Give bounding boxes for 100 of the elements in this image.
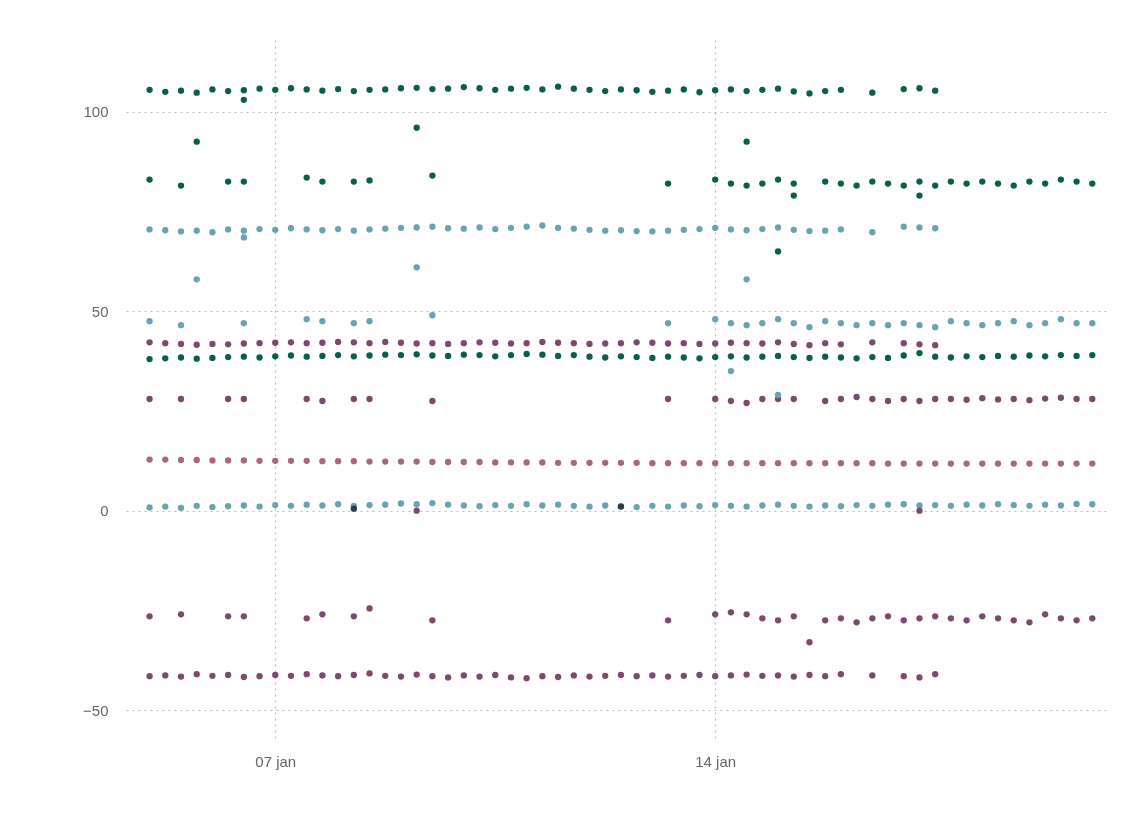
point: [774, 617, 782, 624]
point: [539, 338, 546, 346]
point: [444, 674, 452, 681]
point: [319, 339, 326, 346]
point: [350, 339, 357, 346]
point: [790, 320, 797, 327]
point: [712, 316, 719, 323]
point: [900, 339, 907, 347]
point: [366, 86, 373, 94]
point: [1010, 182, 1017, 189]
point: [916, 397, 923, 405]
point: [224, 178, 232, 185]
point: [539, 86, 546, 93]
point: [523, 223, 530, 230]
point: [507, 674, 515, 681]
point: [916, 615, 923, 622]
point: [287, 225, 295, 232]
point: [413, 671, 420, 678]
point: [790, 226, 797, 234]
point: [397, 224, 405, 232]
point: [303, 226, 310, 233]
point: [869, 178, 876, 185]
point: [916, 341, 923, 348]
point: [1089, 180, 1096, 187]
point: [806, 341, 813, 349]
point: [1010, 395, 1017, 403]
point: [382, 672, 389, 679]
point: [240, 395, 247, 403]
point: [287, 339, 295, 346]
point: [1041, 180, 1049, 187]
point: [680, 339, 687, 347]
point: [979, 395, 986, 402]
x-tick-label: 07 jan: [255, 752, 297, 770]
point: [586, 673, 593, 680]
point: [759, 340, 766, 347]
point: [303, 174, 310, 181]
point: [1073, 178, 1080, 185]
point: [774, 316, 782, 323]
point: [602, 340, 609, 347]
point: [303, 86, 310, 93]
point: [177, 87, 185, 94]
point: [649, 339, 656, 346]
point: [303, 316, 310, 323]
point: [334, 85, 342, 93]
point: [633, 339, 640, 346]
point: [649, 672, 656, 679]
y-tick-label: 100: [83, 103, 109, 121]
point: [146, 395, 153, 403]
point: [712, 176, 719, 183]
point: [382, 86, 389, 93]
point: [272, 671, 279, 679]
point: [224, 226, 232, 233]
point: [774, 339, 782, 346]
point: [366, 670, 373, 677]
point: [554, 673, 562, 681]
point: [177, 673, 185, 680]
point: [947, 615, 955, 622]
point: [460, 83, 467, 91]
point: [1010, 318, 1017, 325]
point: [429, 312, 436, 319]
point: [979, 178, 986, 185]
point: [1041, 395, 1049, 402]
point: [1057, 316, 1065, 323]
point: [837, 615, 845, 622]
point: [743, 611, 750, 618]
point: [586, 86, 593, 94]
point: [1041, 611, 1049, 618]
point: [193, 227, 200, 234]
point: [476, 85, 483, 92]
point: [853, 619, 860, 626]
point: [696, 340, 703, 348]
point: [146, 339, 153, 346]
point: [429, 172, 436, 179]
point: [240, 320, 247, 327]
point: [837, 86, 845, 94]
point: [382, 338, 389, 346]
point: [1089, 320, 1096, 327]
point: [743, 671, 750, 678]
point: [193, 89, 200, 96]
point: [774, 85, 782, 92]
x-tick-label: 14 jan: [695, 752, 737, 770]
point: [759, 615, 766, 622]
point: [570, 339, 577, 347]
point: [1026, 178, 1033, 185]
point: [790, 673, 797, 680]
point: [837, 395, 845, 403]
point: [224, 671, 232, 679]
y-tick-label: 50: [91, 302, 109, 320]
point: [900, 673, 907, 680]
point: [523, 339, 530, 347]
point: [774, 224, 782, 231]
point: [664, 87, 672, 94]
point: [884, 397, 892, 405]
point: [727, 86, 735, 93]
point: [397, 85, 405, 92]
point: [664, 340, 672, 347]
point: [209, 340, 216, 348]
point: [209, 86, 216, 93]
point: [680, 86, 687, 93]
point: [774, 176, 782, 183]
